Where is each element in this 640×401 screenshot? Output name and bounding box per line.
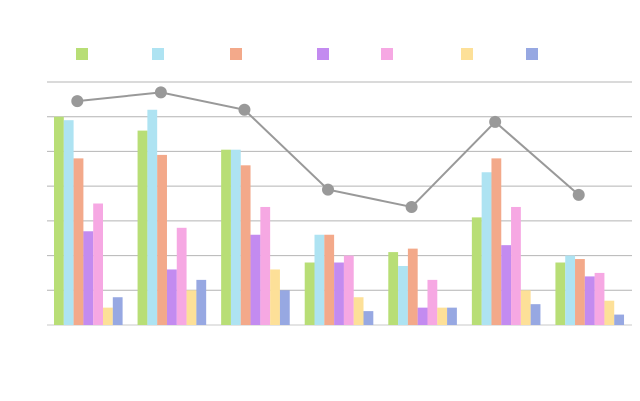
bar (604, 300, 615, 325)
bar (137, 130, 148, 325)
line-point (238, 103, 251, 116)
bar (324, 234, 335, 325)
bar (343, 255, 354, 325)
bars (54, 109, 625, 326)
bar (112, 297, 123, 325)
line-point (71, 95, 84, 108)
legend-swatch (152, 48, 164, 60)
bar (530, 304, 541, 325)
bar (250, 234, 261, 325)
bar (103, 307, 113, 325)
bar (270, 269, 280, 325)
bar (147, 109, 158, 326)
bar (363, 311, 374, 325)
bar (398, 265, 408, 325)
line-point (405, 200, 418, 213)
line-point (154, 86, 167, 99)
bar (565, 255, 576, 325)
legend-swatch (76, 48, 88, 60)
bar (73, 158, 84, 325)
bar (304, 262, 315, 325)
bar (279, 290, 290, 325)
bar (166, 269, 177, 325)
bar (83, 231, 94, 325)
bar (471, 217, 482, 325)
bar (614, 314, 625, 325)
bar (93, 203, 103, 325)
legend-swatch (230, 48, 242, 60)
legend-swatch (317, 48, 329, 60)
bar (186, 290, 197, 325)
legend-swatch (381, 48, 393, 60)
bar (437, 307, 448, 325)
bar (230, 149, 241, 325)
line-series (71, 86, 585, 213)
legend (76, 48, 538, 60)
bar (240, 165, 251, 325)
bar (221, 149, 231, 325)
bar (511, 206, 521, 325)
bar (334, 262, 344, 325)
bar (314, 234, 325, 325)
line-point (572, 188, 585, 201)
bar (575, 259, 585, 325)
bar (447, 307, 457, 325)
bar (63, 120, 74, 325)
line-point (322, 183, 335, 196)
bar (157, 154, 167, 325)
bar (481, 172, 492, 325)
bar (176, 227, 187, 325)
bar (427, 279, 438, 325)
bar (555, 262, 566, 325)
bar (260, 206, 271, 325)
bar (196, 279, 207, 325)
line-point (489, 115, 502, 128)
bar (407, 248, 418, 325)
bar (594, 272, 605, 325)
bar (491, 158, 502, 325)
bar (353, 297, 364, 325)
bar (417, 307, 428, 325)
bar (501, 245, 512, 325)
bar (520, 290, 531, 325)
bar (54, 116, 64, 325)
legend-swatch (461, 48, 473, 60)
bar (584, 276, 595, 325)
legend-swatch (526, 48, 538, 60)
bar (388, 252, 399, 325)
